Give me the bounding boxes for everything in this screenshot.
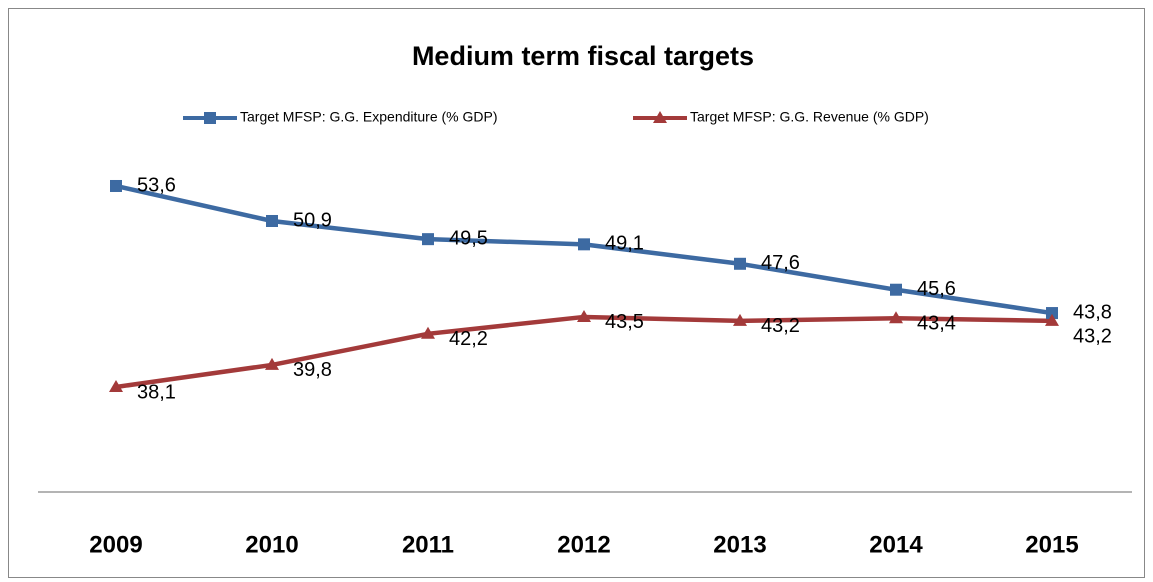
- marker: [577, 309, 591, 322]
- x-tick-label: 2010: [245, 531, 298, 558]
- data-label: 47,6: [761, 252, 800, 274]
- marker: [890, 283, 902, 296]
- chart-title: Medium term fiscal targets: [412, 41, 754, 71]
- data-label: 43,2: [1073, 325, 1112, 347]
- marker: [578, 238, 590, 251]
- marker: [734, 257, 746, 270]
- legend-label: Target MFSP: G.G. Expenditure (% GDP): [240, 109, 498, 125]
- data-label: 43,2: [761, 315, 800, 337]
- marker: [422, 233, 434, 246]
- data-label: 43,8: [1073, 301, 1112, 323]
- data-label: 43,5: [605, 311, 644, 333]
- data-label: 50,9: [293, 209, 332, 231]
- data-label: 45,6: [917, 278, 956, 300]
- x-tick-label: 2014: [869, 531, 923, 558]
- data-label: 39,8: [293, 359, 332, 381]
- marker: [204, 112, 216, 124]
- marker: [889, 311, 903, 324]
- data-label: 53,6: [137, 174, 176, 196]
- chart-border: [8, 8, 1145, 578]
- marker: [653, 111, 667, 123]
- marker: [421, 326, 435, 339]
- x-tick-label: 2011: [402, 531, 454, 558]
- data-label: 42,2: [449, 328, 488, 350]
- x-tick-label: 2012: [557, 531, 610, 558]
- marker: [733, 313, 747, 326]
- marker: [266, 214, 278, 227]
- data-label: 38,1: [137, 381, 176, 403]
- marker: [1046, 307, 1058, 320]
- data-label: 49,5: [449, 227, 488, 249]
- data-label: 43,4: [917, 313, 956, 335]
- x-tick-label: 2009: [89, 531, 142, 558]
- marker: [109, 379, 123, 392]
- data-label: 49,1: [605, 233, 644, 255]
- marker: [265, 357, 279, 370]
- marker: [1045, 313, 1059, 326]
- marker: [110, 179, 122, 192]
- x-tick-label: 2015: [1025, 531, 1078, 558]
- x-tick-label: 2013: [713, 531, 766, 558]
- legend-label: Target MFSP: G.G. Revenue (% GDP): [690, 109, 929, 125]
